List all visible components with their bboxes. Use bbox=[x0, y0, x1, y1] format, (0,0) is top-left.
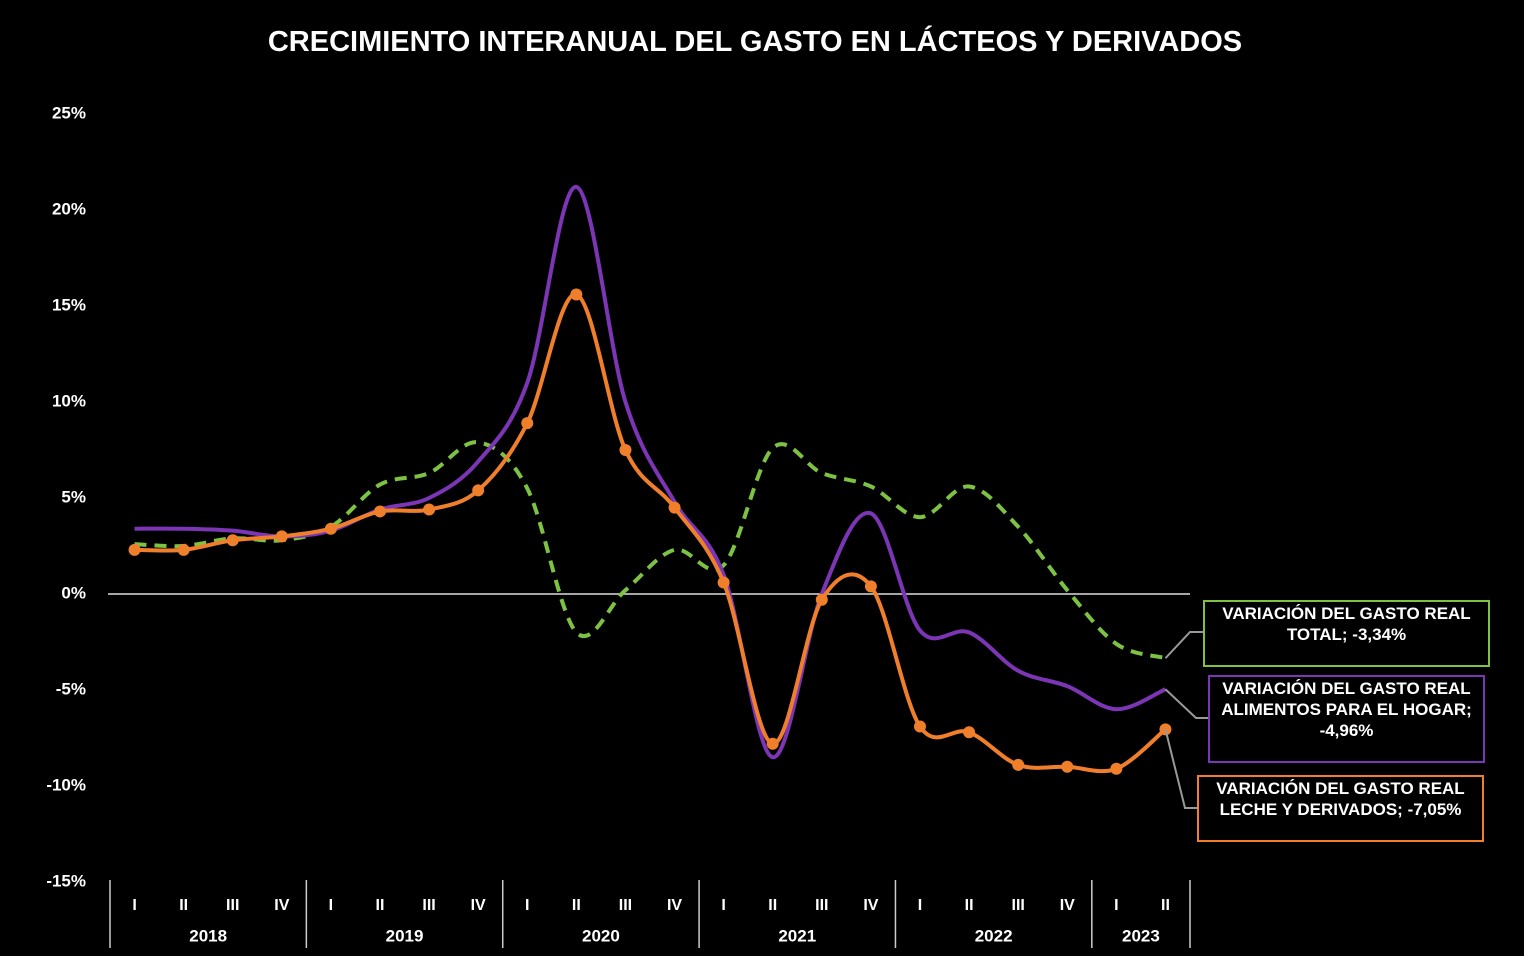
x-tick-label: IV bbox=[471, 897, 486, 914]
series-marker bbox=[128, 543, 141, 556]
series-line bbox=[134, 184, 1167, 760]
x-group-label: 2018 bbox=[189, 926, 227, 945]
y-tick-label: 20% bbox=[52, 199, 86, 218]
annotation-connector bbox=[1164, 688, 1208, 719]
x-tick-label: I bbox=[721, 897, 725, 914]
y-tick-label: 10% bbox=[52, 391, 86, 410]
series-marker bbox=[914, 720, 926, 733]
series-line bbox=[134, 292, 1167, 774]
x-tick-label: I bbox=[132, 897, 136, 914]
series-marker bbox=[766, 737, 779, 750]
x-group-label: 2020 bbox=[582, 926, 620, 945]
x-tick-label: III bbox=[815, 897, 828, 914]
y-tick-label: 5% bbox=[61, 487, 86, 506]
series-marker bbox=[1110, 762, 1123, 775]
series-marker bbox=[374, 505, 386, 518]
x-tick-label: IV bbox=[274, 897, 289, 914]
series-marker bbox=[963, 726, 976, 739]
series-marker bbox=[864, 580, 877, 593]
x-tick-label: III bbox=[1012, 897, 1025, 914]
series-marker bbox=[275, 530, 288, 543]
series-marker bbox=[668, 501, 681, 514]
series-marker bbox=[324, 522, 337, 535]
y-tick-label: -15% bbox=[46, 871, 86, 890]
data-label: VARIACIÓN DEL GASTO REAL TOTAL; -3,34% bbox=[1203, 600, 1490, 667]
x-group-label: 2019 bbox=[386, 926, 424, 945]
series-marker bbox=[521, 417, 534, 430]
annotation-connector bbox=[1164, 729, 1197, 809]
data-label: VARIACIÓN DEL GASTO REAL LECHE Y DERIVAD… bbox=[1197, 775, 1484, 842]
data-label-part: VARIACIÓN DEL GASTO REAL TOTAL bbox=[1222, 604, 1476, 644]
x-tick-label: III bbox=[226, 897, 239, 914]
series-marker bbox=[619, 444, 632, 456]
series-marker bbox=[226, 534, 239, 547]
series-marker bbox=[570, 288, 583, 301]
series-marker bbox=[1061, 760, 1074, 773]
x-tick-label: II bbox=[572, 897, 581, 914]
y-tick-label: 0% bbox=[61, 583, 86, 602]
x-tick-label: III bbox=[422, 897, 435, 914]
data-label-part: ; bbox=[1341, 625, 1353, 644]
y-tick-label: -10% bbox=[46, 775, 86, 794]
data-label-part: VARIACIÓN DEL GASTO REAL ALIMENTOS PARA … bbox=[1221, 679, 1475, 719]
series-marker bbox=[1012, 758, 1025, 771]
annotation-connector bbox=[1164, 631, 1203, 659]
x-tick-label: II bbox=[1161, 897, 1170, 914]
x-tick-label: III bbox=[619, 897, 632, 914]
data-label-part: -4,96% bbox=[1319, 721, 1374, 740]
x-tick-label: IV bbox=[667, 897, 682, 914]
data-label-part: VARIACIÓN DEL GASTO REAL LECHE Y DERIVAD… bbox=[1216, 779, 1470, 819]
data-label-part: -7,05% bbox=[1407, 800, 1462, 819]
series-marker bbox=[423, 503, 436, 516]
x-tick-label: II bbox=[768, 897, 777, 914]
series-line bbox=[134, 440, 1167, 661]
x-group-label: 2023 bbox=[1122, 926, 1160, 945]
data-label-part: ; bbox=[1397, 800, 1408, 819]
chart-title: CRECIMIENTO INTERANUAL DEL GASTO EN LÁCT… bbox=[267, 26, 1243, 58]
y-tick-label: 15% bbox=[52, 295, 86, 314]
series-marker bbox=[472, 484, 485, 497]
series-marker bbox=[717, 576, 730, 589]
x-tick-label: II bbox=[179, 897, 188, 914]
x-tick-label: II bbox=[376, 897, 385, 914]
data-label-part: ; bbox=[1466, 700, 1477, 719]
x-tick-label: I bbox=[918, 897, 922, 914]
y-tick-label: 25% bbox=[52, 103, 86, 122]
data-label-part: -3,34% bbox=[1352, 625, 1407, 644]
series-marker bbox=[815, 593, 828, 606]
x-group-label: 2022 bbox=[975, 926, 1013, 945]
x-tick-label: II bbox=[965, 897, 974, 914]
x-tick-label: IV bbox=[863, 897, 878, 914]
data-label: VARIACIÓN DEL GASTO REAL ALIMENTOS PARA … bbox=[1208, 675, 1485, 763]
x-group-label: 2021 bbox=[778, 926, 816, 945]
x-tick-label: I bbox=[1114, 897, 1118, 914]
series-marker bbox=[177, 543, 190, 556]
y-tick-label: -5% bbox=[56, 679, 86, 698]
x-tick-label: I bbox=[525, 897, 529, 914]
x-tick-label: IV bbox=[1060, 897, 1075, 914]
x-tick-label: I bbox=[329, 897, 333, 914]
